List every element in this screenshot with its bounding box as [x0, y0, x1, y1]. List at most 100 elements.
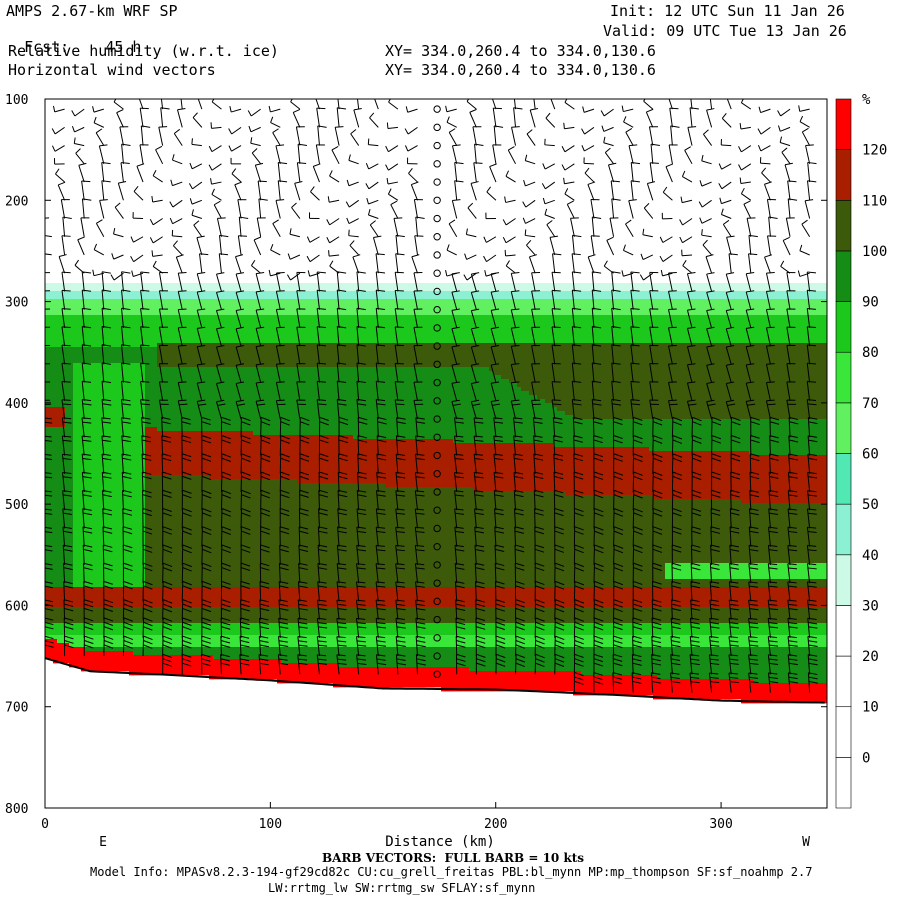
- rh-cell: [369, 379, 373, 383]
- rh-cell: [329, 287, 333, 291]
- rh-cell: [345, 359, 349, 363]
- rh-cell: [201, 315, 205, 319]
- rh-cell: [57, 311, 61, 315]
- rh-cell: [477, 359, 481, 363]
- rh-cell: [53, 315, 57, 319]
- rh-cell: [789, 351, 793, 355]
- rh-cell: [637, 339, 641, 343]
- rh-cell: [673, 375, 677, 379]
- rh-cell: [557, 371, 561, 375]
- rh-cell: [209, 383, 213, 387]
- rh-cell: [345, 355, 349, 359]
- rh-cell: [185, 375, 189, 379]
- rh-cell: [517, 375, 521, 379]
- rh-cell: [497, 331, 501, 335]
- rh-cell: [385, 375, 389, 379]
- rh-cell: [305, 383, 309, 387]
- rh-cell: [541, 327, 545, 331]
- rh-cell: [485, 311, 489, 315]
- rh-cell: [333, 327, 337, 331]
- rh-cell: [817, 295, 821, 299]
- rh-cell: [501, 327, 505, 331]
- rh-cell: [49, 323, 53, 327]
- rh-cell: [265, 303, 269, 307]
- rh-cell: [737, 375, 741, 379]
- rh-cell: [93, 367, 97, 371]
- rh-cell: [93, 355, 97, 359]
- rh-cell: [641, 327, 645, 331]
- rh-cell: [285, 367, 289, 371]
- cross-section-chart: 1002003004005006007008000 100 200 300E WDist…: [0, 0, 900, 860]
- rh-cell: [93, 299, 97, 303]
- rh-cell: [713, 331, 717, 335]
- rh-cell: [545, 311, 549, 315]
- rh-cell: [665, 355, 669, 359]
- rh-cell: [541, 307, 545, 311]
- rh-cell: [201, 283, 205, 287]
- rh-cell: [681, 355, 685, 359]
- rh-cell: [349, 367, 353, 371]
- rh-cell: [289, 311, 293, 315]
- rh-cell: [677, 327, 681, 331]
- rh-cell: [385, 339, 389, 343]
- rh-cell: [701, 379, 705, 383]
- rh-cell: [721, 375, 725, 379]
- rh-cell: [741, 311, 745, 315]
- rh-cell: [653, 303, 657, 307]
- rh-cell: [329, 359, 333, 363]
- rh-cell: [581, 339, 585, 343]
- rh-cell: [661, 351, 665, 355]
- rh-cell: [49, 383, 53, 387]
- rh-cell: [617, 311, 621, 315]
- rh-cell: [593, 351, 597, 355]
- rh-cell: [329, 355, 333, 359]
- rh-cell: [349, 375, 353, 379]
- rh-cell: [697, 351, 701, 355]
- rh-cell: [777, 339, 781, 343]
- rh-cell: [381, 315, 385, 319]
- rh-cell: [761, 347, 765, 351]
- rh-cell: [733, 291, 737, 295]
- rh-cell: [493, 295, 497, 299]
- rh-cell: [441, 283, 445, 287]
- rh-cell: [633, 339, 637, 343]
- rh-cell: [281, 315, 285, 319]
- rh-cell: [801, 311, 805, 315]
- rh-cell: [637, 359, 641, 363]
- rh-cell: [425, 295, 429, 299]
- rh-cell: [53, 355, 57, 359]
- rh-cell: [497, 283, 501, 287]
- rh-cell: [185, 335, 189, 339]
- rh-cell: [653, 319, 657, 323]
- rh-cell: [125, 347, 129, 351]
- rh-cell: [501, 299, 505, 303]
- rh-cell: [713, 371, 717, 375]
- rh-cell: [97, 367, 101, 371]
- rh-cell: [705, 319, 709, 323]
- rh-cell: [365, 315, 369, 319]
- rh-cell: [661, 355, 665, 359]
- rh-cell: [317, 371, 321, 375]
- rh-cell: [285, 315, 289, 319]
- rh-cell: [361, 335, 365, 339]
- rh-cell: [253, 375, 257, 379]
- rh-cell: [737, 367, 741, 371]
- rh-cell: [281, 319, 285, 323]
- rh-cell: [793, 319, 797, 323]
- rh-cell: [737, 339, 741, 343]
- rh-cell: [449, 299, 453, 303]
- rh-cell: [153, 367, 157, 371]
- rh-cell: [625, 307, 629, 311]
- rh-cell: [313, 299, 317, 303]
- rh-cell: [141, 303, 145, 307]
- rh-cell: [733, 359, 737, 363]
- rh-cell: [813, 283, 817, 287]
- rh-cell: [273, 283, 277, 287]
- rh-cell: [789, 295, 793, 299]
- rh-cell: [721, 347, 725, 351]
- rh-cell: [701, 287, 705, 291]
- rh-cell: [445, 351, 449, 355]
- rh-cell: [709, 347, 713, 351]
- rh-cell: [265, 283, 269, 287]
- rh-cell: [429, 347, 433, 351]
